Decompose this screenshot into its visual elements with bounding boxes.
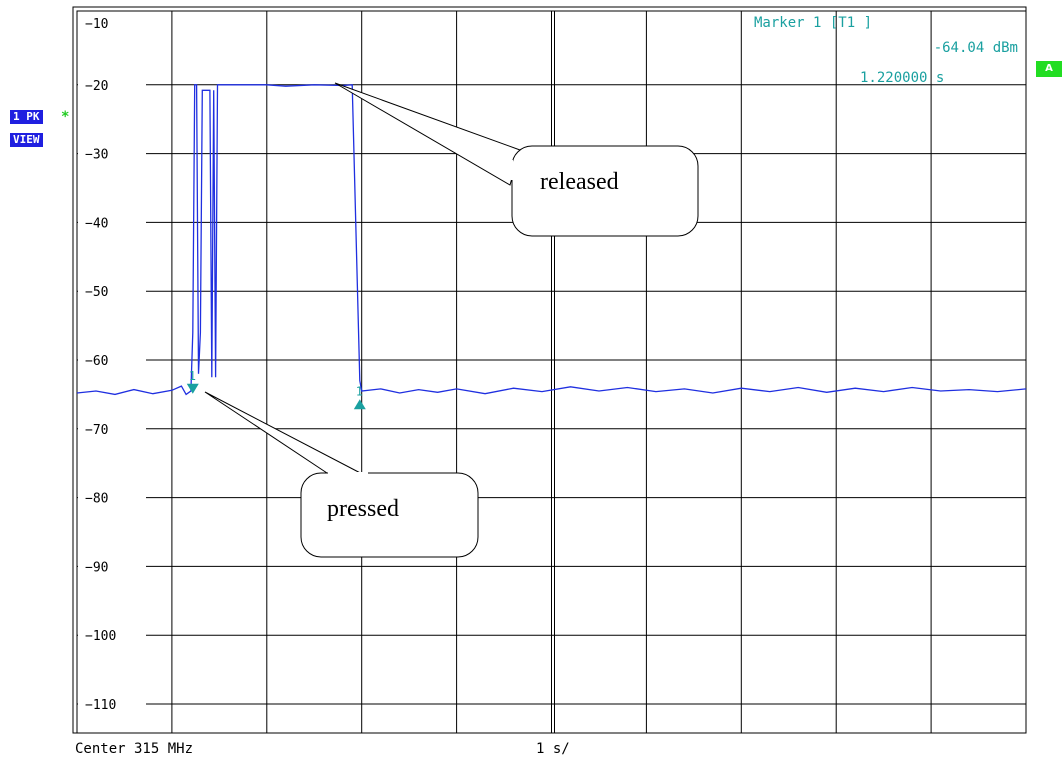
trace-modified-star: * (61, 109, 70, 125)
tick-label-bg (78, 489, 146, 506)
marker-time: 1.220000 s (860, 70, 944, 86)
markers-group: 11 (186, 369, 366, 410)
callout-pressed-box (300, 472, 479, 558)
tick-label-bg (78, 214, 146, 231)
trace-line (76, 84, 1027, 396)
y-tick-label: −70 (85, 423, 108, 438)
tick-label-bg (78, 627, 146, 644)
y-tick-label: −10 (85, 17, 108, 32)
y-tick-label: −20 (85, 79, 108, 94)
tick-label-bg (78, 145, 146, 162)
callout-released-text: released (540, 169, 619, 195)
y-tick-label: −100 (85, 629, 116, 644)
y-tick-label: −50 (85, 285, 108, 300)
sweep-time: 1 s/ (536, 741, 570, 757)
y-tick-label: −80 (85, 492, 108, 507)
tick-label-bg (78, 76, 146, 93)
marker-title: Marker 1 [T1 ] (754, 15, 872, 31)
tick-label-bg (78, 352, 146, 368)
channel-a-badge: A (1036, 61, 1062, 77)
callout-released: released (334, 82, 699, 237)
tick-label-bg (78, 558, 146, 575)
marker-triangle (186, 383, 199, 394)
y-tick-label: −30 (85, 148, 108, 163)
trace-group (76, 84, 1027, 396)
marker-label: 1 (356, 384, 363, 398)
trace-mode-badge: 1 PK (10, 110, 43, 124)
view-label: VIEW (13, 133, 40, 146)
callout-released-box (511, 145, 699, 237)
tick-label-bg (78, 283, 146, 300)
y-tick-label: −110 (85, 698, 116, 713)
y-tick-label: −90 (85, 560, 108, 575)
marker-level: -64.04 dBm (934, 40, 1018, 56)
y-tick-label: −40 (85, 216, 108, 231)
callout-pressed: pressed (204, 391, 479, 558)
y-tick-labels: −10 −20 −30 −40 −50 −60 −70 −80 −90 −100 −110 (78, 17, 146, 713)
marker-label: 1 (189, 369, 196, 383)
tick-label-bg (78, 696, 146, 712)
tick-label-bg (78, 420, 146, 437)
trace-mode-label: 1 PK (13, 110, 40, 123)
view-badge: VIEW (10, 133, 43, 147)
plot-frame (72, 6, 1027, 734)
grid (77, 11, 1026, 733)
y-tick-label: −60 (85, 354, 108, 369)
center-frequency: Center 315 MHz (75, 741, 194, 757)
marker-triangle (353, 399, 366, 410)
callout-pressed-text: pressed (327, 496, 399, 522)
